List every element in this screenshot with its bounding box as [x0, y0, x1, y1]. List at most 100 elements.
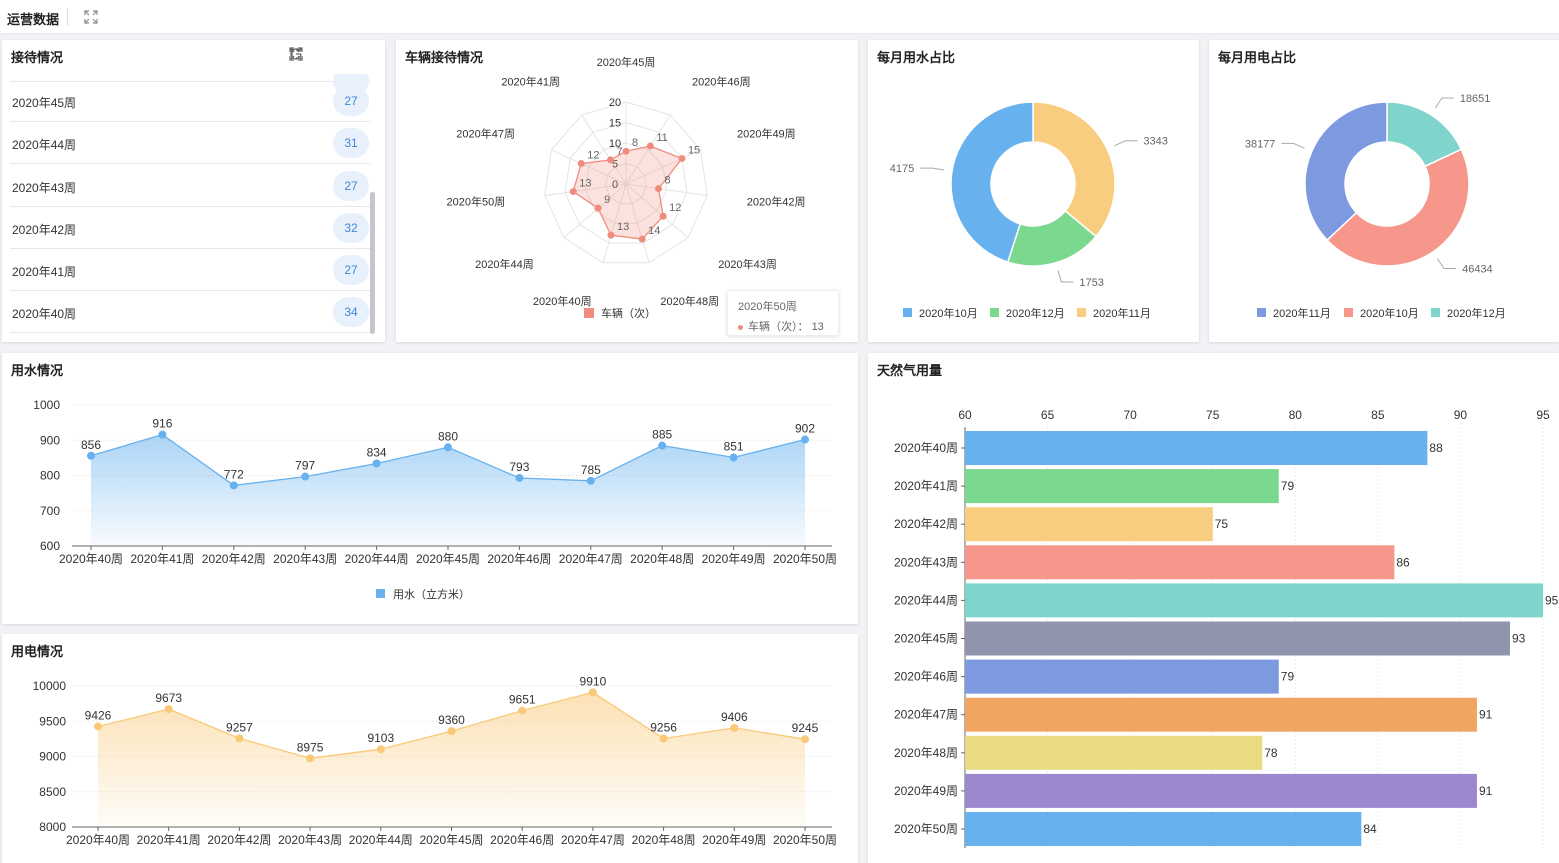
water-usage-card: 用水情况 600 700 800 900 1000 2020年40周 2020年41周 202…	[2, 353, 858, 624]
data-point	[444, 443, 452, 452]
reception-title: 接待情况	[11, 50, 64, 65]
data-label: 9673	[155, 691, 182, 705]
data-label: 9406	[721, 710, 748, 724]
bar	[965, 659, 1279, 694]
radar-indicator-label: 2020年43周	[718, 257, 777, 271]
radar-data-label: 11	[656, 132, 667, 144]
data-label: 9103	[367, 731, 394, 745]
data-label: 9245	[792, 721, 819, 735]
y-tick-label: 700	[40, 504, 60, 518]
vehicle-title: 车辆接待情况	[405, 50, 484, 65]
legend-swatch	[376, 589, 385, 598]
x-tick-label: 2020年43周	[273, 552, 337, 566]
data-label: 772	[224, 467, 244, 481]
bar	[965, 773, 1477, 808]
bar-value-label: 95	[1545, 593, 1559, 607]
data-label: 8975	[297, 740, 324, 754]
radar-data-label: 9	[604, 194, 610, 206]
x-tick-label: 2020年42周	[202, 552, 266, 566]
x-tick-label: 65	[1041, 408, 1055, 422]
legend-label: 用水（立方米）	[393, 587, 470, 601]
reception-list[interactable]: 2020年45周 27 2020年44周 31 2020年43周 27 2020…	[10, 74, 371, 338]
list-item[interactable]: 2020年44周 31	[10, 122, 371, 164]
radar-point	[678, 154, 686, 162]
x-tick-label: 2020年50周	[773, 552, 837, 566]
list-item[interactable]: 2020年42周 32	[10, 207, 371, 249]
x-tick-label: 2020年44周	[349, 833, 413, 847]
radar-data-label: 7	[616, 146, 622, 158]
data-point	[376, 745, 385, 754]
expand-icon[interactable]	[289, 47, 375, 63]
legend-label: 2020年11月	[1273, 306, 1331, 320]
elec-month-title: 每月用电占比	[1218, 50, 1297, 65]
radar-ring-label: 15	[609, 118, 621, 130]
radar-point	[594, 204, 602, 212]
bar	[965, 812, 1362, 846]
legend-swatch	[903, 308, 912, 317]
count-badge: 31	[333, 128, 369, 158]
radar-point	[622, 147, 630, 155]
y-tick-label: 900	[40, 433, 60, 447]
radar-ring	[584, 142, 668, 224]
radar-point	[569, 188, 577, 196]
data-point	[306, 754, 315, 763]
list-item[interactable]: 2020年43周 27	[10, 165, 371, 207]
data-point	[164, 705, 173, 714]
legend-label: 2020年10月	[1360, 306, 1419, 320]
row-label: 2020年42周	[12, 223, 77, 237]
gas-usage-chart: 60 65 70 75 80 85 90 95 2020年40周 88 2020年41周 79 2020…	[894, 408, 1559, 848]
x-tick-label: 75	[1206, 408, 1220, 422]
data-label: 9910	[580, 674, 607, 688]
pie-label-line	[920, 167, 945, 171]
y-tick-label: 2020年42周	[894, 517, 958, 531]
data-label: 916	[152, 417, 172, 431]
pie-value-label: 3343	[1143, 136, 1167, 148]
bar-value-label: 91	[1479, 708, 1493, 722]
radar-indicator-label: 2020年49周	[737, 126, 796, 140]
list-item[interactable]: 2020年45周 27	[10, 80, 371, 122]
sort-icon[interactable]	[289, 47, 345, 63]
radar-indicator-label: 2020年48周	[660, 294, 719, 308]
bar	[965, 735, 1263, 770]
count-badge: 27	[333, 86, 369, 116]
data-point	[729, 453, 738, 462]
pie-slice	[1032, 101, 1116, 238]
data-point	[87, 451, 95, 460]
fullscreen-icon[interactable]	[82, 8, 100, 26]
list-item[interactable]: 2020年40周 34	[10, 291, 371, 333]
pie-label-line	[1281, 142, 1305, 149]
x-tick-label: 85	[1371, 408, 1385, 422]
x-tick-label: 2020年41周	[130, 552, 194, 566]
legend-swatch	[1344, 308, 1353, 317]
reception-toolbar	[288, 46, 375, 64]
x-tick-label: 2020年48周	[632, 833, 696, 847]
data-point	[447, 727, 456, 736]
area-fill	[98, 692, 805, 827]
y-tick-label: 2020年44周	[894, 593, 958, 607]
bar-value-label: 84	[1363, 822, 1377, 836]
x-tick-label: 2020年49周	[702, 833, 766, 847]
list-item[interactable]: 2020年41周 27	[10, 249, 371, 291]
data-point	[588, 688, 597, 697]
legend-label: 2020年11月	[1093, 306, 1151, 320]
list-scrollbar[interactable]	[370, 192, 375, 334]
x-tick-label: 60	[958, 408, 972, 422]
radar-spoke	[551, 149, 627, 185]
elec-month-card: 每月用电占比 18651 46434 38177 2020年11月 2020年10月 20…	[1209, 40, 1559, 342]
radar-indicator-label: 2020年42周	[747, 194, 806, 208]
legend-label: 2020年12月	[1006, 306, 1065, 320]
x-tick-label: 2020年45周	[416, 552, 480, 566]
radar-spoke	[625, 183, 689, 239]
y-tick-label: 2020年47周	[894, 708, 958, 722]
legend-swatch	[1077, 308, 1086, 317]
radar-point	[638, 235, 646, 243]
vehicle-card: 车辆接待情况 0 5 10 15 20 2020年45周 2020年46周 2020年49周 2…	[396, 40, 858, 342]
tooltip-marker	[738, 324, 743, 330]
count-badge: 27	[333, 255, 369, 285]
legend-swatch	[1257, 308, 1266, 317]
data-point	[659, 734, 668, 743]
x-tick-label: 2020年49周	[702, 552, 766, 566]
legend-swatch	[584, 308, 594, 318]
data-label: 880	[438, 429, 458, 443]
bar-value-label: 93	[1512, 632, 1526, 646]
